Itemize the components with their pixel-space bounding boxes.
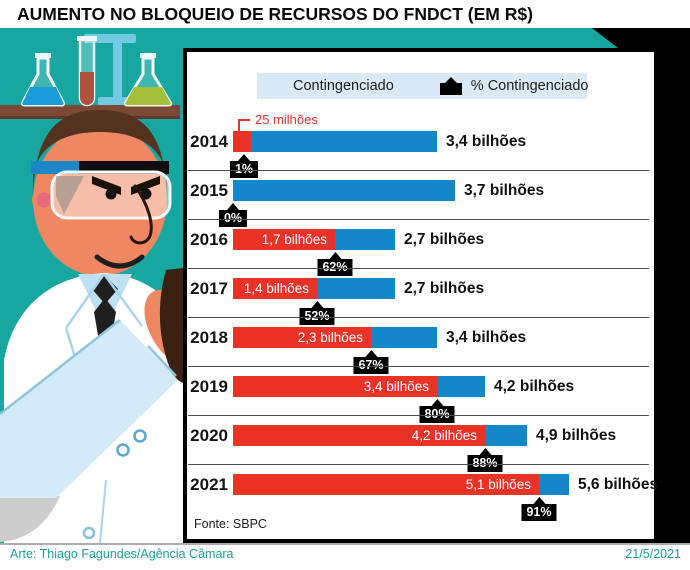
legend-pct-label: % Contingenciado	[470, 78, 589, 94]
flask-blue-icon	[20, 53, 66, 107]
total-label: 3,4 bilhões	[446, 329, 527, 346]
total-label: 4,9 bilhões	[536, 427, 617, 444]
pct-tag-arrow-icon	[237, 154, 250, 161]
total-bar	[485, 425, 527, 446]
legend-tag-arrow-icon	[444, 77, 457, 83]
pct-tag-value: 91%	[521, 504, 557, 521]
page-title: AUMENTO NO BLOQUEIO DE RECURSOS DO FNDCT…	[17, 4, 533, 24]
blocked-bar: 5,1 bilhões	[233, 474, 539, 495]
scientist	[0, 110, 183, 543]
legend-pct-tag-icon	[439, 77, 462, 95]
total-label: 2,7 bilhões	[404, 280, 485, 297]
flask-green-icon	[123, 53, 173, 107]
total-label: 4,2 bilhões	[494, 378, 575, 395]
pct-tag: 80%	[419, 399, 455, 423]
total-label: 2,7 bilhões	[404, 231, 485, 248]
pct-tag-arrow-icon	[533, 497, 545, 504]
pct-tag-value: 88%	[467, 455, 503, 472]
blocked-bar: 1,7 bilhões	[233, 229, 335, 250]
total-bar	[371, 327, 437, 348]
year-label: 2020	[190, 426, 228, 445]
pct-tag-arrow-icon	[431, 399, 443, 406]
row-separator	[188, 415, 649, 416]
blocked-bar-label: 3,4 bilhões	[363, 379, 429, 394]
total-bar	[317, 278, 395, 299]
total-label: 5,6 bilhões	[578, 476, 659, 493]
pct-tag-value: 52%	[299, 308, 335, 325]
pct-tag: 62%	[317, 252, 353, 276]
pct-tag-arrow-icon	[329, 252, 341, 259]
blocked-bar-label: 1,4 bilhões	[243, 281, 309, 296]
year-label: 2015	[190, 181, 228, 200]
total-label: 3,4 bilhões	[446, 133, 527, 150]
pct-tag: 91%	[521, 497, 557, 521]
year-label: 2018	[190, 328, 228, 347]
test-tube-icon	[77, 36, 97, 107]
row-separator	[188, 219, 649, 220]
pct-tag-value: 1%	[229, 161, 259, 178]
blocked-bar-label: 1,7 bilhões	[261, 232, 327, 247]
pct-tag-value: 67%	[353, 357, 389, 374]
year-label: 2021	[190, 475, 228, 494]
coat-sleeve	[0, 320, 178, 498]
total-bar	[437, 376, 485, 397]
pct-tag-arrow-icon	[311, 301, 323, 308]
blocked-bar: 1,4 bilhões	[233, 278, 317, 299]
year-label: 2016	[190, 230, 228, 249]
row-separator	[188, 268, 649, 269]
total-bar	[251, 131, 437, 152]
pct-tag: 52%	[299, 301, 335, 325]
chart-panel: Contingenciado % Contingenciado 2014 3,4 …	[183, 48, 658, 543]
year-label: 2014	[190, 132, 228, 151]
blocked-bar	[233, 131, 251, 152]
blocked-bar-label: 5,1 bilhões	[465, 477, 531, 492]
blocked-annotation-label: 25 milhões	[255, 112, 318, 127]
annotation-line-vertical	[238, 119, 240, 131]
scientist-illustration	[0, 28, 183, 543]
total-label: 3,7 bilhões	[464, 182, 545, 199]
pct-tag: 1%	[229, 154, 259, 178]
tie	[92, 275, 118, 376]
pct-tag-arrow-icon	[226, 203, 239, 210]
legend-tag-box-icon	[439, 83, 462, 95]
pct-tag: 88%	[467, 448, 503, 472]
total-bar	[233, 180, 455, 201]
pct-tag-value: 62%	[317, 259, 353, 276]
total-bar	[335, 229, 395, 250]
date-text: 21/5/2021	[625, 547, 681, 561]
row-separator	[188, 170, 649, 171]
blocked-bar: 4,2 bilhões	[233, 425, 485, 446]
row-separator	[188, 464, 649, 465]
total-bar	[539, 474, 569, 495]
chart-legend: Contingenciado % Contingenciado	[257, 73, 589, 99]
year-label: 2019	[190, 377, 228, 396]
credit-text: Arte: Thiago Fagundes/Agência Câmara	[10, 547, 234, 561]
blocked-bar: 2,3 bilhões	[233, 327, 371, 348]
year-label: 2017	[190, 279, 228, 298]
source-note: Fonte: SBPC	[194, 517, 267, 531]
chart-rows: 2014 3,4 bilhões 1% 25 milhões 2015 3,7 bilhõ…	[187, 52, 658, 539]
row-separator	[188, 317, 649, 318]
row-separator	[188, 366, 649, 367]
pct-tag-arrow-icon	[365, 350, 377, 357]
pct-tag-value: 0%	[218, 210, 248, 227]
pct-tag: 0%	[218, 203, 248, 227]
annotation-line-horizontal	[238, 119, 250, 121]
blocked-bar-label: 2,3 bilhões	[297, 330, 363, 345]
pct-tag-value: 80%	[419, 406, 455, 423]
scientist-illustration-svg	[0, 34, 183, 543]
legend-contingenciado-label: Contingenciado	[293, 78, 394, 94]
pct-tag: 67%	[353, 350, 389, 374]
blocked-bar: 3,4 bilhões	[233, 376, 437, 397]
blocked-bar-label: 4,2 bilhões	[411, 428, 477, 443]
pct-tag-arrow-icon	[479, 448, 491, 455]
